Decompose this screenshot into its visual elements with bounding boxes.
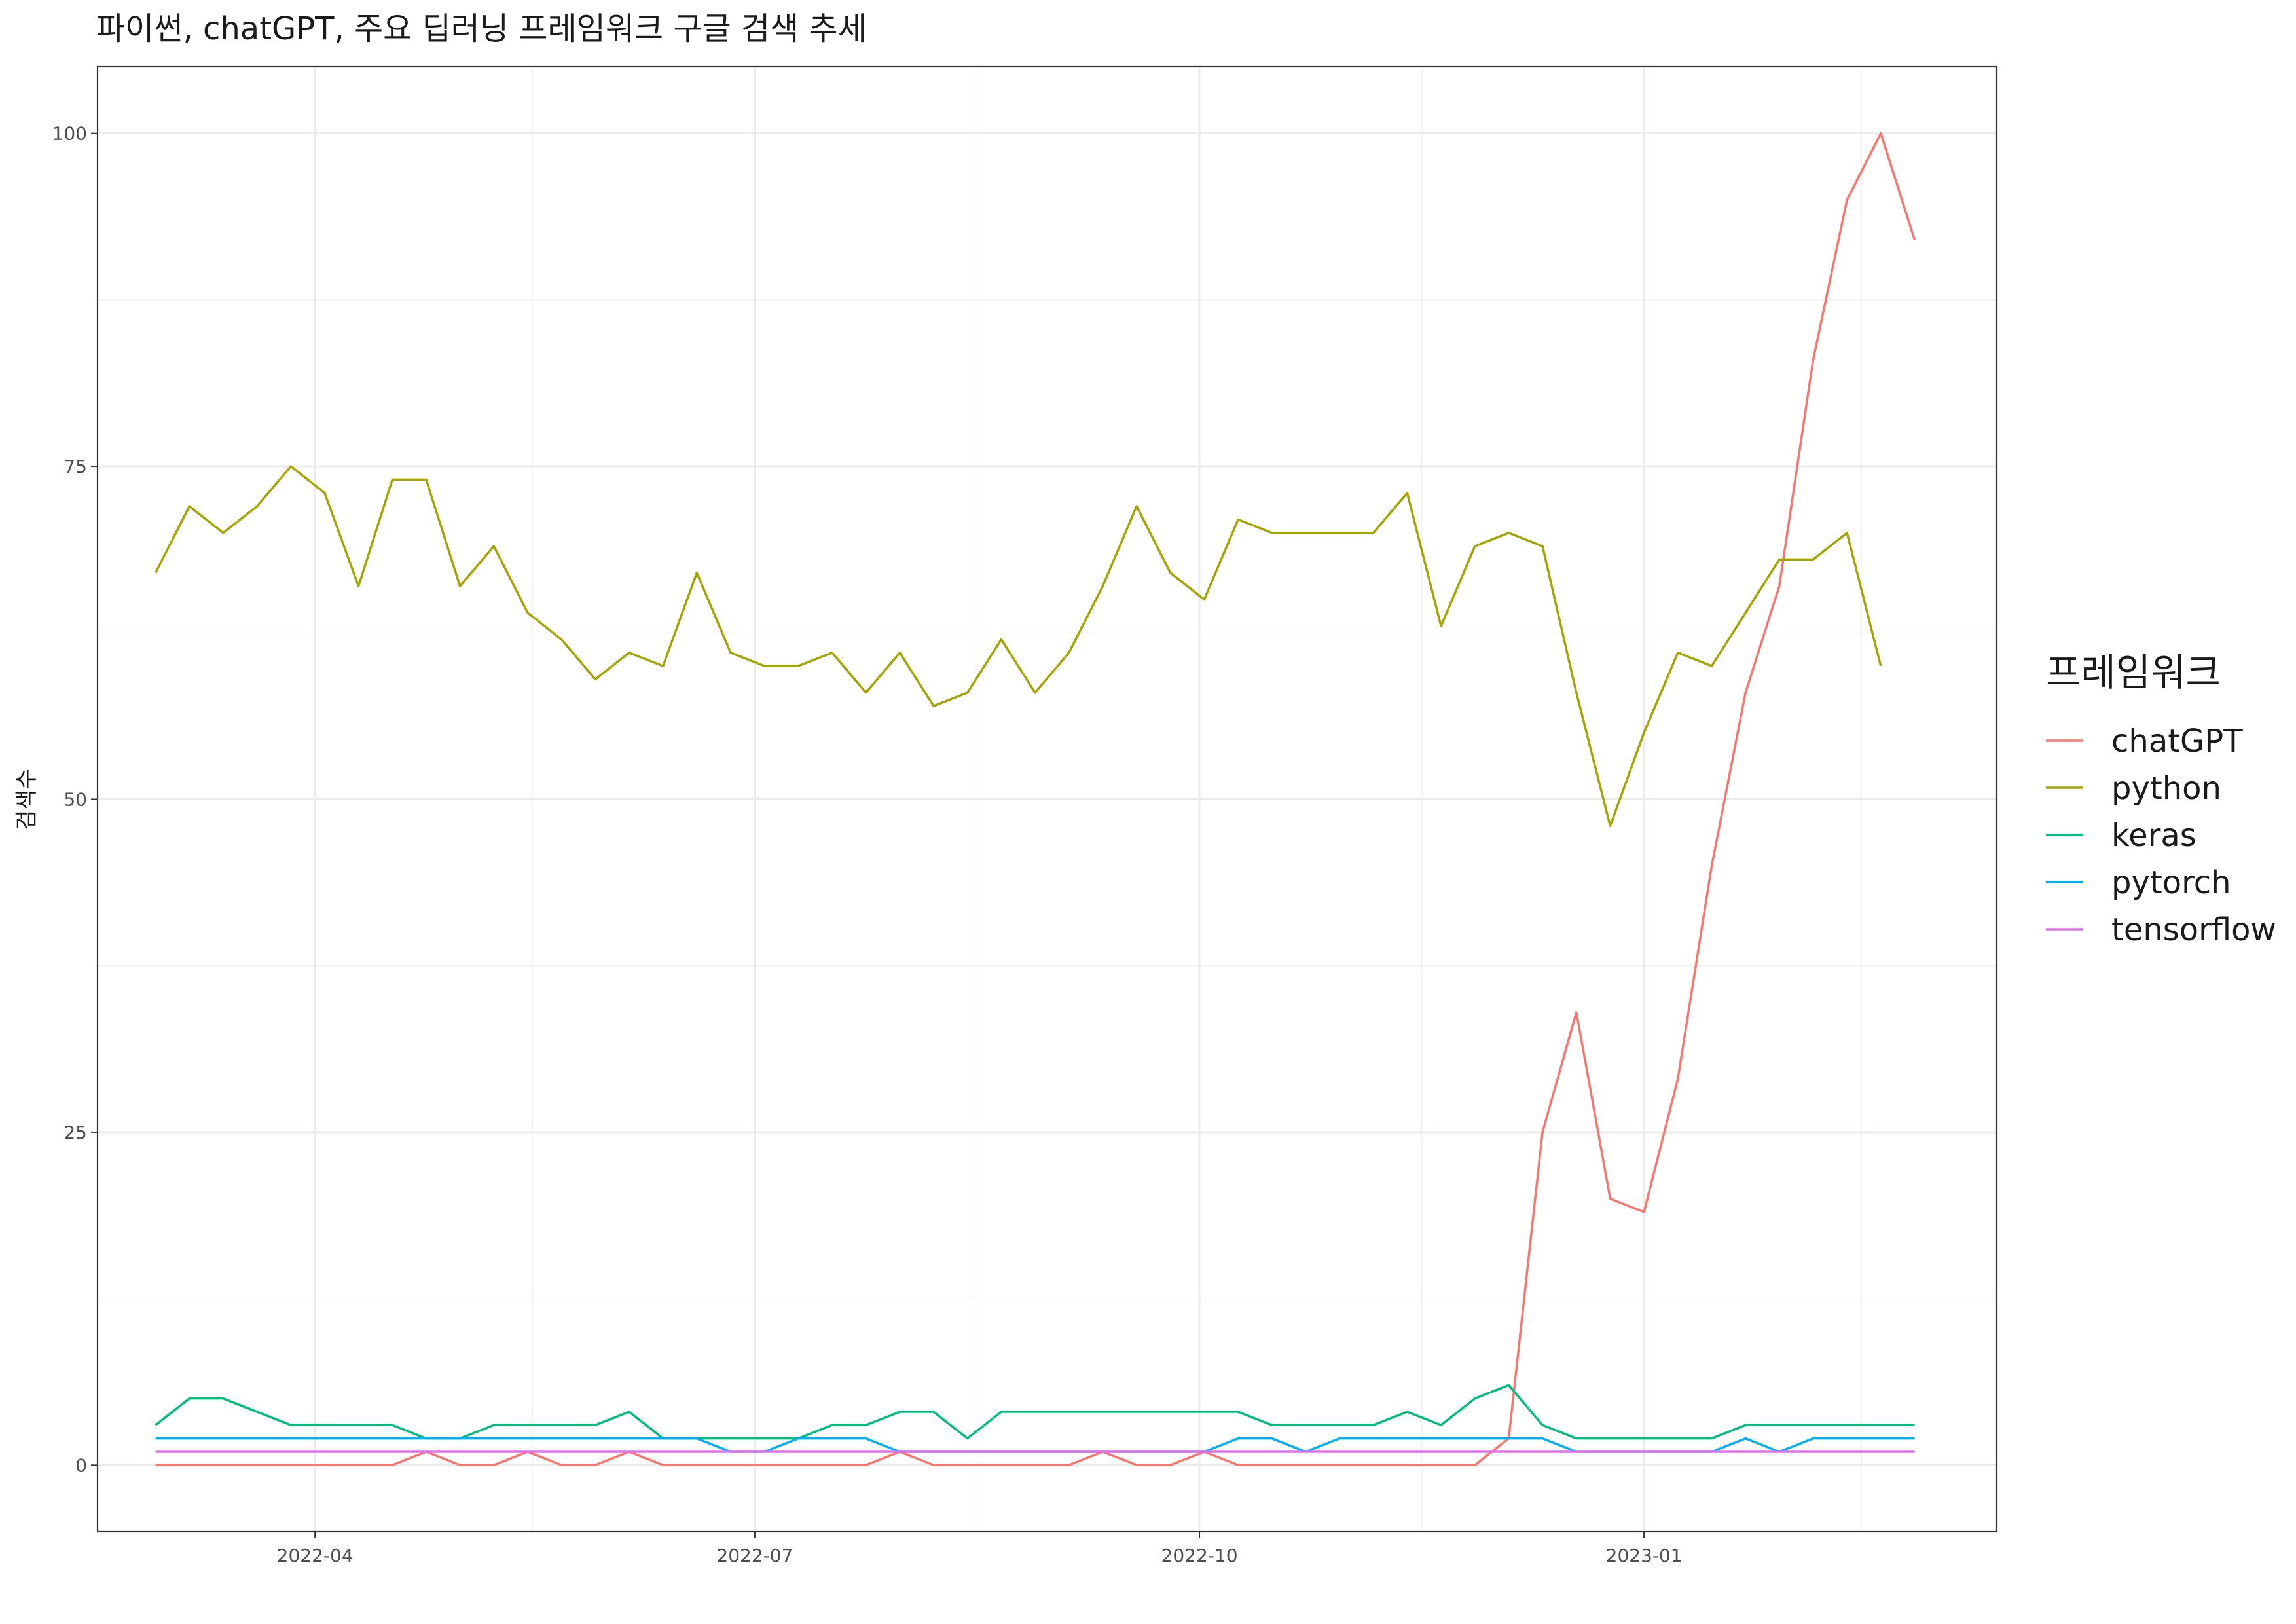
- y-tick-label: 75: [64, 456, 87, 477]
- y-tick-label: 50: [64, 789, 87, 811]
- x-axis: 2022-04 2022-07 2022-10 2023-01: [277, 1532, 1683, 1566]
- series-line-python: [155, 465, 1882, 827]
- y-tick-label: 25: [64, 1122, 87, 1143]
- y-tick-label: 100: [52, 123, 87, 145]
- chart-title: 파이썬, chatGPT, 주요 딥러닝 프레임워크 구글 검색 추세: [96, 10, 867, 47]
- x-tick-label: 2022-07: [716, 1545, 793, 1566]
- legend-label-keras: keras: [2111, 817, 2196, 854]
- series-lines: [155, 132, 1916, 1467]
- series-line-chatgpt: [155, 132, 1916, 1467]
- x-tick-label: 2023-01: [1606, 1545, 1683, 1566]
- y-axis: 0 25 50 75 100: [52, 123, 98, 1476]
- x-tick-label: 2022-04: [277, 1545, 354, 1566]
- gridlines: [97, 67, 1997, 1532]
- legend: 프레임워크 chatGPT python keras pytorch tensorflo…: [2046, 650, 2276, 948]
- legend-items: chatGPT python keras pytorch tensorflow: [2046, 723, 2276, 948]
- legend-title: 프레임워크: [2046, 650, 2221, 695]
- y-tick-label: 0: [75, 1454, 87, 1476]
- legend-label-chatgpt: chatGPT: [2111, 723, 2243, 760]
- y-axis-label: 검색수: [14, 769, 40, 830]
- x-tick-label: 2022-10: [1161, 1545, 1238, 1566]
- legend-label-pytorch: pytorch: [2111, 864, 2231, 901]
- legend-label-tensorflow: tensorflow: [2111, 912, 2276, 948]
- legend-label-python: python: [2111, 770, 2221, 807]
